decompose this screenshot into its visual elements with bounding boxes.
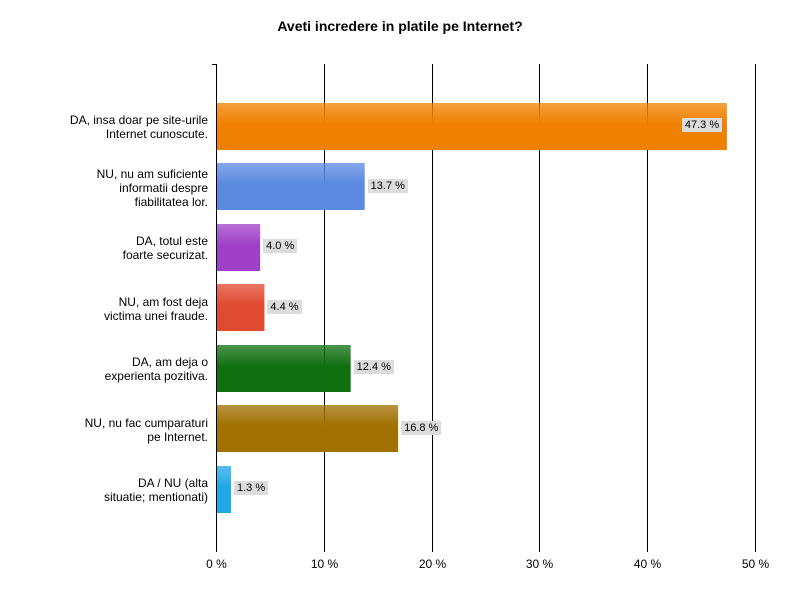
value-label: 47.3 %	[681, 118, 723, 132]
category-label-line: DA, totul este	[135, 234, 208, 248]
category-label-line: situatie; mentionati)	[103, 490, 208, 504]
value-label: 4.0 %	[263, 239, 298, 253]
bar	[217, 163, 365, 210]
bar	[217, 284, 265, 331]
category-label: DA, insa doar pe site-urile Internet cuno…	[8, 113, 208, 141]
bar	[217, 103, 727, 150]
category-label-line: pe Internet.	[147, 429, 208, 444]
category-label: NU, am fost deja victima unei fraude.	[8, 295, 208, 323]
category-label: NU, nu am suficiente informatii despre fia…	[8, 167, 208, 209]
category-label: NU, nu fac cumparaturi pe Internet.	[8, 416, 208, 444]
x-tick-label: 50 %	[741, 557, 770, 571]
x-tick-label: 40 %	[633, 557, 662, 571]
value-label: 1.3 %	[234, 481, 269, 495]
value-label: 13.7 %	[367, 178, 408, 193]
category-label-line: Internet cunoscute.	[105, 127, 208, 141]
chart-title: Aveti incredere in platile pe Internet?	[277, 18, 523, 34]
x-tick-label: 0 %	[206, 557, 227, 571]
value-label: 16.8 %	[401, 420, 442, 435]
value-label: 12.4 %	[353, 360, 394, 374]
x-tick-label: 20 %	[418, 557, 447, 571]
category-label: DA / NU (alta situatie; mentionati)	[8, 476, 208, 504]
category-label: DA, totul este foarte securizat.	[8, 234, 208, 262]
bar	[217, 345, 351, 392]
category-label-line: foarte securizat.	[122, 248, 208, 262]
x-tick-label: 30 %	[525, 557, 554, 571]
bar	[217, 405, 399, 452]
bar	[217, 466, 232, 513]
category-label-line: DA, insa doar pe site-urile	[69, 113, 208, 127]
category-label-line: fiabilitatea lor.	[134, 194, 208, 209]
category-label-line: victima unei fraude.	[103, 308, 208, 323]
category-label-line: NU, nu am suficiente	[96, 166, 208, 181]
category-label-line: informatii despre	[119, 180, 208, 195]
category-label-line: DA, am deja o	[131, 355, 208, 369]
category-label-line: experienta pozitiva.	[104, 369, 208, 383]
x-tick-label: 10 %	[310, 557, 339, 571]
category-label-line: NU, nu fac cumparaturi	[84, 415, 208, 430]
category-label: DA, am deja o experienta pozitiva.	[8, 355, 208, 383]
value-label: 4.4 %	[267, 299, 302, 314]
bar	[217, 224, 261, 271]
category-label-line: DA / NU (alta	[137, 476, 208, 490]
category-label-line: NU, am fost deja	[118, 294, 208, 309]
